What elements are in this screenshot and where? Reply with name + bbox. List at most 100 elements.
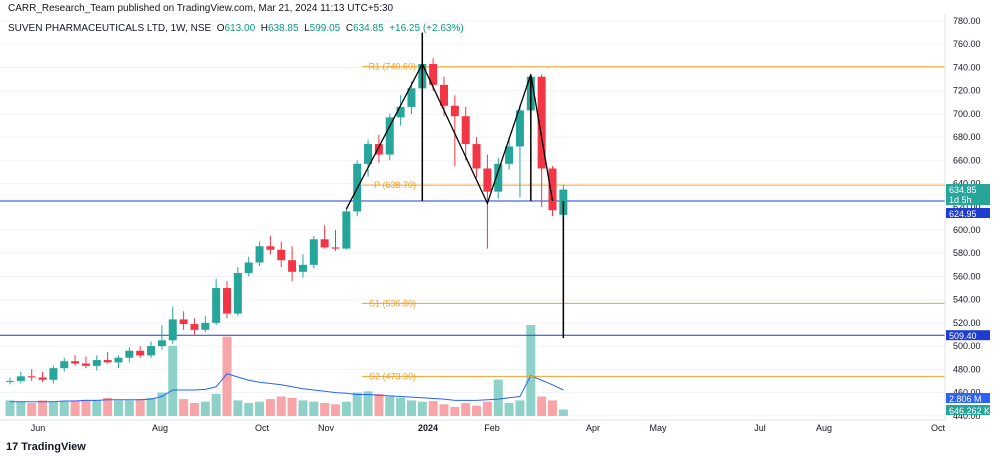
candle-body: [320, 239, 329, 248]
y-tick-label: 760.00: [953, 39, 981, 49]
x-tick-label: Apr: [586, 423, 600, 433]
tradingview-brand[interactable]: 17 TradingView: [6, 441, 86, 453]
volume-bar: [558, 409, 568, 416]
volume-bar: [287, 397, 297, 416]
symbol-name: SUVEN PHARMACEUTICALS LTD, 1W, NSE: [8, 23, 212, 34]
horizontal-lines: [0, 200, 945, 336]
volume-bar: [450, 406, 460, 416]
x-tick-label: May: [649, 423, 667, 433]
candle-body: [255, 246, 264, 263]
volume-bar: [211, 393, 221, 416]
y-tick-label: 500.00: [953, 341, 981, 351]
candle-body: [125, 350, 134, 358]
volume-bar: [276, 396, 286, 416]
pivot-label: S2 (473.90): [369, 371, 416, 381]
candle-body: [429, 63, 438, 85]
candle-body: [309, 239, 318, 265]
y-tick-label: 480.00: [953, 364, 981, 374]
y-tick-label: 440.00: [953, 411, 981, 421]
x-tick-label: 2024: [418, 423, 438, 433]
volume-bar: [417, 401, 427, 416]
last-price-tag-text: 1d 5h: [949, 195, 972, 205]
volume-bar: [428, 401, 438, 416]
volume-bar: [222, 336, 232, 416]
volume-bar: [320, 403, 330, 416]
volume-ma-line: [10, 373, 564, 403]
candle-body: [515, 110, 524, 147]
candle-body: [385, 117, 394, 155]
tradingview-logo-icon: 17: [6, 441, 19, 453]
candle-body: [179, 319, 188, 325]
ohlc-close-key: C: [345, 23, 354, 34]
candle-body: [114, 357, 123, 363]
volume-bar: [537, 396, 547, 416]
volume-bar: [472, 405, 482, 416]
candle-body: [548, 168, 557, 211]
volume-bar: [146, 397, 156, 416]
candle-body: [494, 163, 503, 192]
volume-bar: [298, 400, 308, 416]
volume-bar: [103, 397, 113, 416]
y-tick-label: 640.00: [953, 179, 981, 189]
x-tick-label: Oct: [931, 423, 946, 433]
volume-bar: [493, 379, 503, 416]
candle-body: [223, 288, 231, 314]
volume-bar: [179, 399, 189, 416]
y-tick-label: 460.00: [953, 388, 981, 398]
volume-bar: [168, 345, 178, 416]
candle-body: [364, 144, 373, 164]
x-tick-label: Feb: [484, 423, 500, 433]
candle-body: [190, 324, 199, 330]
candle-body: [342, 211, 351, 249]
price-change: +16.25 (+2.63%): [389, 23, 464, 34]
pivot-label: S1 (536.80): [369, 298, 416, 308]
y-tick-label: 580.00: [953, 248, 981, 258]
candle-body: [450, 105, 459, 117]
candle-body: [298, 264, 307, 272]
x-tick-label: Oct: [255, 423, 270, 433]
volume-bar: [504, 403, 514, 416]
candle-body: [244, 262, 253, 273]
ohlc-open-key: O: [216, 23, 225, 34]
volume-bar: [363, 391, 373, 416]
volume-bar: [27, 403, 37, 416]
last-price-tag-bg: [946, 184, 990, 206]
ohlc-low-value: 599.05: [309, 23, 341, 34]
candle-body: [461, 116, 470, 145]
volume-bar: [59, 401, 69, 416]
x-tick-label: Aug: [152, 423, 168, 433]
y-tick-label: 560.00: [953, 271, 981, 281]
volume-bar: [16, 401, 26, 416]
candle-body: [27, 376, 36, 378]
volume-tag-text: 646.262 K: [949, 406, 990, 416]
candle-body: [440, 84, 448, 106]
volume-bar: [515, 400, 525, 416]
x-tick-label: Nov: [318, 423, 335, 433]
pattern-drawing: [345, 32, 565, 338]
candle-body: [49, 368, 58, 380]
volume-bar: [341, 401, 351, 416]
volume-ma-tag-bg: [946, 393, 990, 403]
candle-body: [201, 322, 210, 330]
volume-bar: [482, 401, 492, 416]
volume-bar: [526, 325, 536, 416]
candle-body: [277, 249, 286, 261]
price-axis[interactable]: 780.00 760.00 740.00 720.00 700.00 680.00 660.…: [944, 14, 981, 421]
symbol-legend: SUVEN PHARMACEUTICALS LTD, 1W, NSE O613.…: [8, 23, 464, 34]
time-axis[interactable]: Jun Aug Oct Nov 2024 Feb Apr May Jul Aug Oct: [0, 419, 946, 433]
y-tick-label: 600.00: [953, 225, 981, 235]
x-tick-label: Jul: [754, 423, 766, 433]
volume-bar: [309, 401, 319, 416]
volume-bar: [92, 400, 102, 416]
y-tick-label: 740.00: [953, 62, 981, 72]
candle-body: [103, 360, 112, 363]
candle-body: [16, 376, 25, 381]
candle-body: [537, 76, 546, 169]
volume-bar: [200, 401, 210, 416]
hline-tag-text: 509.40: [949, 331, 977, 341]
volume-bar: [352, 392, 362, 416]
ohlc-low-key: L: [304, 23, 310, 34]
volume-bar: [255, 401, 265, 416]
